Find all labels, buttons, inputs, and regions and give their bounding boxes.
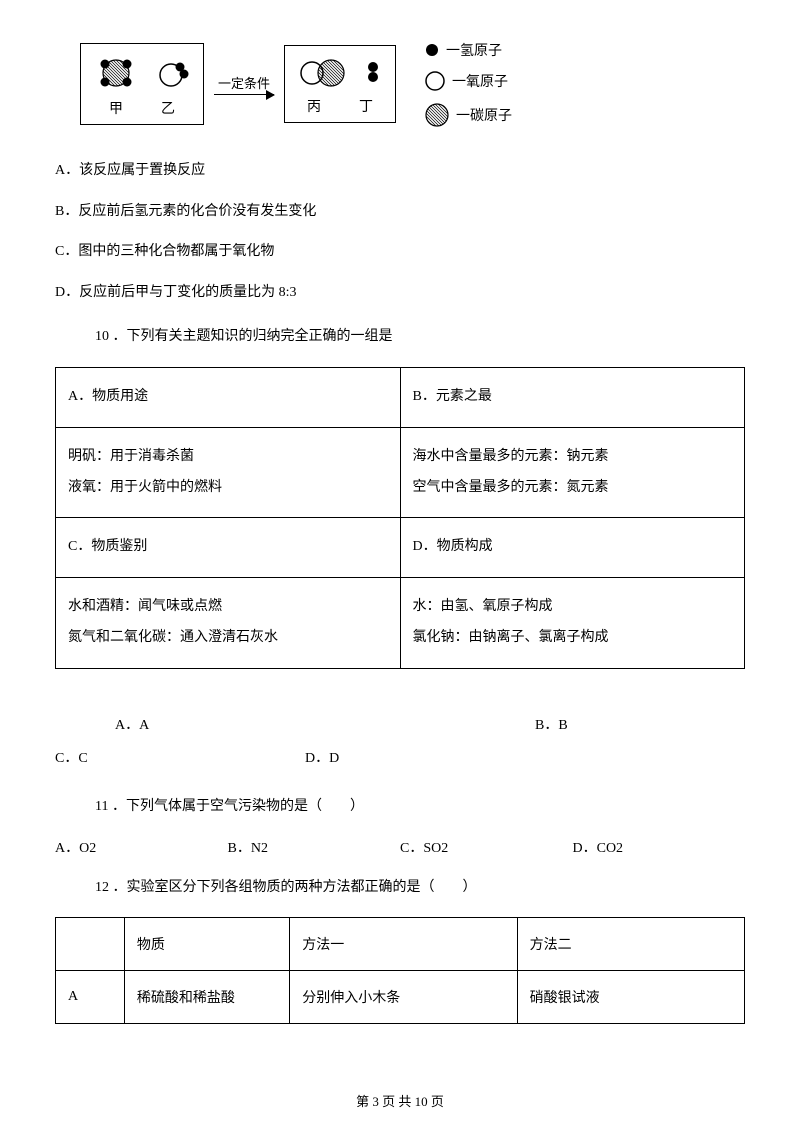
q10-table: A．物质用途 B．元素之最 明矾：用于消毒杀菌 液氧：用于火箭中的燃料 海水中含… [55,367,745,669]
q10-opt-d: D．D [305,742,339,776]
q10-c-head: C．物质鉴别 [56,518,401,578]
label-ding: 丁 [359,96,373,116]
option-c: C．图中的三种化合物都属于氧化物 [55,239,745,266]
q10-d-body: 水：由氢、氧原子构成 氯化钠：由钠离子、氯离子构成 [400,578,745,669]
q11-stem: 11 ．下列气体属于空气污染物的是（ ） [55,794,745,821]
q10-a-body1: 明矾：用于消毒杀菌 [68,442,388,473]
label-yi: 乙 [161,98,175,118]
molecule-bing [299,56,345,90]
q10-b-body2: 空气中含量最多的元素：氮元素 [413,473,733,504]
q11-opt-b: B．N2 [228,837,401,857]
q10-a-head: A．物质用途 [56,367,401,427]
legend-carbon: 一碳原子 [456,105,512,125]
q12-h1: 物质 [124,918,289,971]
arrow-label: 一定条件 [218,73,270,92]
q12-rowA-c2: 分别伸入小木条 [290,971,517,1024]
q12-table: 物质 方法一 方法二 A 稀硫酸和稀盐酸 分别伸入小木条 硝酸银试液 [55,917,745,1024]
molecule-jia [95,54,137,92]
atom-legend: 一氢原子 一氧原子 一碳原子 [424,40,512,128]
q10-a-body: 明矾：用于消毒杀菌 液氧：用于火箭中的燃料 [56,427,401,518]
q12-rowA-c3: 硝酸银试液 [517,971,744,1024]
q10-a-body2: 液氧：用于火箭中的燃料 [68,473,388,504]
option-b: B．反应前后氢元素的化合价没有发生变化 [55,199,745,226]
q11-opt-d: D．CO2 [573,837,746,857]
q10-c-body2: 氮气和二氧化碳：通入澄清石灰水 [68,623,388,654]
q10-stem: 10 ．下列有关主题知识的归纳完全正确的一组是 [55,324,745,351]
q10-d-body1: 水：由氢、氧原子构成 [413,592,733,623]
option-d: D．反应前后甲与丁变化的质量比为 8:3 [55,280,745,307]
page-footer: 第 3 页 共 10 页 [0,1091,800,1110]
label-jia: 甲 [109,98,123,118]
legend-hydrogen: 一氢原子 [446,40,502,60]
reactant-box: 甲 乙 [80,43,204,125]
legend-oxygen: 一氧原子 [452,71,508,91]
q12-stem: 12 ．实验室区分下列各组物质的两种方法都正确的是（ ） [55,875,745,902]
reaction-arrow: 一定条件 [214,73,274,96]
hydrogen-atom-icon [424,42,440,58]
q10-d-body2: 氯化钠：由钠离子、氯离子构成 [413,623,733,654]
oxygen-atom-icon [424,70,446,92]
reaction-diagram: 甲 乙 一定条件 丙 丁 一氢原子 [80,40,745,128]
product-box: 丙 丁 [284,45,396,123]
carbon-atom-icon [424,102,450,128]
q10-b-head: B．元素之最 [400,367,745,427]
q10-opt-a: A．A [55,709,535,743]
q10-opt-c: C．C [55,742,305,776]
q10-b-body1: 海水中含量最多的元素：钠元素 [413,442,733,473]
q12-h3: 方法二 [517,918,744,971]
q12-rowA-c1: 稀硫酸和稀盐酸 [124,971,289,1024]
q12-h0 [56,918,125,971]
option-a: A．该反应属于置换反应 [55,158,745,185]
q12-rowA-key: A [56,971,125,1024]
molecule-yi [157,57,189,89]
q10-c-body: 水和酒精：闻气味或点燃 氮气和二氧化碳：通入澄清石灰水 [56,578,401,669]
q11-opt-a: A．O2 [55,837,228,857]
q10-c-body1: 水和酒精：闻气味或点燃 [68,592,388,623]
q11-options: A．O2 B．N2 C．SO2 D．CO2 [55,837,745,857]
q10-d-head: D．物质构成 [400,518,745,578]
q10-opt-b: B．B [535,709,568,743]
q10-b-body: 海水中含量最多的元素：钠元素 空气中含量最多的元素：氮元素 [400,427,745,518]
q10-options: A．A B．B C．C D．D [55,709,745,776]
molecule-ding [365,58,381,88]
q11-opt-c: C．SO2 [400,837,573,857]
label-bing: 丙 [307,96,321,116]
q12-h2: 方法一 [290,918,517,971]
